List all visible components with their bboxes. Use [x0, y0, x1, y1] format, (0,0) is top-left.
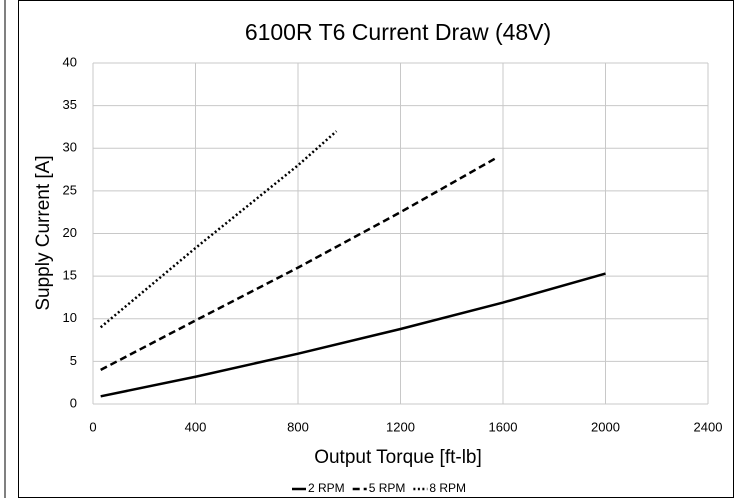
y-tick-label: 0 [70, 395, 77, 410]
x-axis-label: Output Torque [ft-lb] [314, 447, 482, 468]
y-tick-label: 10 [63, 310, 77, 325]
chart-frame [18, 0, 734, 498]
x-tick-label: 0 [89, 419, 96, 434]
y-axis-label: Supply Current [A] [33, 155, 54, 310]
y-tick-label: 35 [63, 97, 77, 112]
chart-title: 6100R T6 Current Draw (48V) [245, 19, 551, 45]
y-tick-label: 15 [63, 268, 77, 283]
x-tick-label: 1600 [489, 419, 518, 434]
y-tick-label: 5 [70, 353, 77, 368]
series-line [100, 157, 496, 372]
x-tick-label: 400 [185, 419, 207, 434]
legend-label: 8 RPM [429, 481, 466, 495]
series-line [99, 130, 338, 329]
legend-label: 5 RPM [369, 481, 406, 495]
y-tick-label: 20 [63, 225, 77, 240]
x-tick-label: 800 [287, 419, 309, 434]
y-tick-label: 30 [63, 140, 77, 155]
x-tick-label: 2400 [694, 419, 723, 434]
y-tick-label: 25 [63, 182, 77, 197]
x-tick-label: 2000 [591, 419, 620, 434]
legend-label: 2 RPM [308, 481, 345, 495]
x-tick-label: 1200 [386, 419, 415, 434]
series-line [100, 272, 606, 398]
y-tick-label: 40 [63, 54, 77, 69]
